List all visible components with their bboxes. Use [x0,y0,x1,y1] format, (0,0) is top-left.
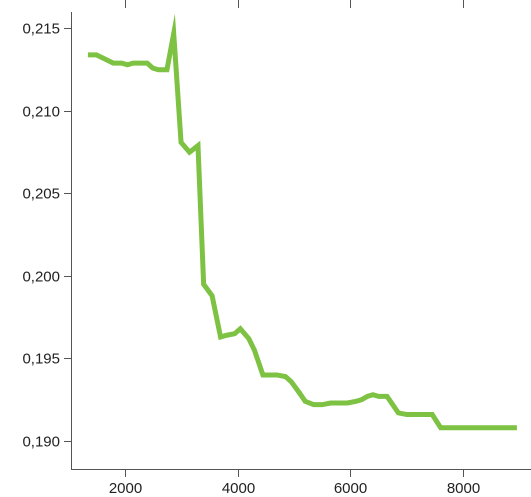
y-tick-label: 0,205 [22,186,60,203]
series-lines [87,13,517,431]
y-tick-label: 0,200 [22,269,60,286]
x-tick-label: 6000 [334,480,367,497]
x-tick-label: 8000 [447,480,480,497]
y-tick-label: 0,210 [22,104,60,121]
series-line [87,13,517,431]
axes [64,0,531,477]
y-tick-label: 0,215 [22,21,60,38]
y-tick-label: 0,195 [22,351,60,368]
x-tick-label: 2000 [109,480,142,497]
tick-labels: 0,190 0,195 0,200 0,205 0,210 0,215 2000 4000 60… [22,21,480,497]
y-tick-label: 0,190 [22,434,60,451]
x-tick-label: 4000 [222,480,255,497]
